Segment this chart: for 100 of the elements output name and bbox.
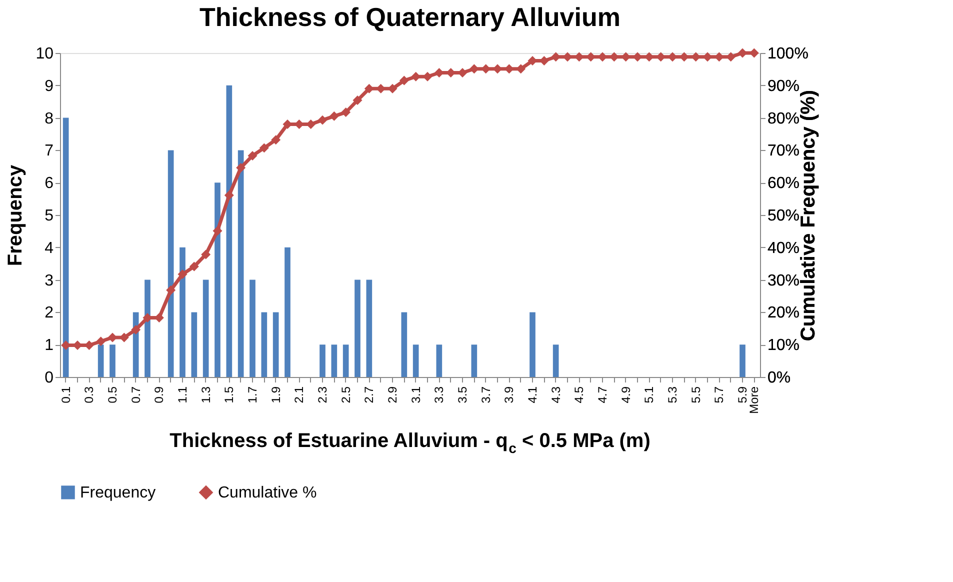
x-tick-label: 4.5 <box>572 386 586 404</box>
y2-tick-label: 20% <box>768 304 800 322</box>
x-tick-label: 2.7 <box>362 386 376 404</box>
x-tick-label: 1.9 <box>268 386 283 404</box>
point <box>668 52 678 62</box>
x-tick-label: 0.9 <box>152 386 166 404</box>
y-axis-title: Frequency <box>4 164 27 266</box>
y-tick-label: 0 <box>44 370 54 386</box>
bar <box>530 312 536 377</box>
point <box>224 190 234 200</box>
x-tick-label: 4.7 <box>596 386 610 404</box>
x-tick-label: 1.3 <box>198 386 213 404</box>
point <box>364 84 374 94</box>
y2-tick-label: 30% <box>768 272 800 290</box>
x-tick-label: 3.5 <box>456 386 470 404</box>
y-tick-label: 9 <box>44 78 54 95</box>
y2-tick-label: 60% <box>768 175 800 192</box>
x-tick-label: 4.1 <box>526 386 540 404</box>
point <box>248 150 258 160</box>
point <box>166 285 176 295</box>
point <box>422 72 432 82</box>
x-tick-label: 3.9 <box>502 386 516 404</box>
point <box>329 111 339 121</box>
y-tick-label: 3 <box>44 272 54 290</box>
x-tick-label: 5.1 <box>642 386 656 404</box>
x-tick-label: 2.9 <box>386 386 400 404</box>
bar <box>272 312 279 377</box>
x-tick-label: 0.7 <box>128 386 143 404</box>
point <box>598 52 608 62</box>
y2-tick-label: 70% <box>768 142 800 160</box>
bar <box>180 247 186 377</box>
point <box>738 48 748 58</box>
point <box>212 226 222 236</box>
point <box>469 64 479 74</box>
y-tick-label: 10 <box>36 46 54 62</box>
point <box>702 52 712 62</box>
point <box>399 76 409 86</box>
x-tick-label: 5.9 <box>736 386 750 404</box>
y-tick-label: 5 <box>44 208 54 224</box>
point <box>562 52 572 62</box>
y-tick-label: 4 <box>44 240 54 257</box>
bar <box>191 312 198 377</box>
bar <box>354 280 360 377</box>
x-tick-label: 0.3 <box>82 386 96 404</box>
legend-label: Frequency <box>80 484 156 502</box>
x-tick-label: 3.7 <box>478 386 493 404</box>
bar <box>284 247 290 377</box>
y2-tick-label: 80% <box>768 110 800 128</box>
bar <box>366 280 372 377</box>
x-tick-label: 2.1 <box>292 386 306 404</box>
y2-tick-label: 40% <box>768 240 800 257</box>
bar <box>214 182 220 377</box>
point <box>352 96 362 106</box>
bar <box>98 344 104 377</box>
x-tick-label: 4.3 <box>548 386 563 404</box>
x-tick-label: 0.5 <box>106 386 120 404</box>
point <box>516 64 526 74</box>
point <box>434 68 444 78</box>
y2-tick-label: 90% <box>768 78 800 95</box>
bar <box>202 280 209 377</box>
bar <box>471 344 478 377</box>
x-tick-label: 5.7 <box>712 386 726 404</box>
x-tick-label: 5.3 <box>666 386 680 404</box>
point <box>96 336 106 346</box>
legend-label: Cumulative % <box>218 484 317 502</box>
x-tick-label: 1.1 <box>176 386 190 404</box>
y-tick-label: 8 <box>44 110 54 128</box>
y-tick-label: 2 <box>44 304 54 322</box>
bar <box>552 344 559 377</box>
bar <box>144 280 150 377</box>
x-tick-label: 3.1 <box>408 386 423 404</box>
bar <box>250 280 256 377</box>
point <box>306 120 316 130</box>
point <box>271 135 281 145</box>
bar <box>62 118 69 377</box>
chart-title: Thickness of Quaternary Alluvium <box>200 2 620 32</box>
bar <box>110 344 116 377</box>
bar <box>226 85 232 377</box>
point <box>108 332 118 342</box>
bar <box>238 150 244 377</box>
x-tick-label: 0.1 <box>58 386 73 404</box>
point <box>726 52 736 62</box>
point <box>388 84 398 94</box>
bar <box>320 344 326 377</box>
y2-tick-label: 0% <box>768 370 791 386</box>
y-tick-label: 6 <box>44 175 54 192</box>
bar <box>740 344 746 377</box>
x-tick-label: 4.9 <box>618 386 633 404</box>
x-tick-label: 2.3 <box>316 386 330 404</box>
bar <box>412 344 419 377</box>
x-tick-label: 2.5 <box>338 386 353 404</box>
y-tick-label: 7 <box>44 142 54 160</box>
point <box>201 250 211 260</box>
point <box>632 52 642 62</box>
bar <box>436 344 442 377</box>
point <box>178 270 188 280</box>
point <box>492 64 502 74</box>
x-tick-label: 1.7 <box>246 386 260 404</box>
x-tick-label: 1.5 <box>222 386 236 404</box>
x-tick-label: 5.5 <box>688 386 703 404</box>
